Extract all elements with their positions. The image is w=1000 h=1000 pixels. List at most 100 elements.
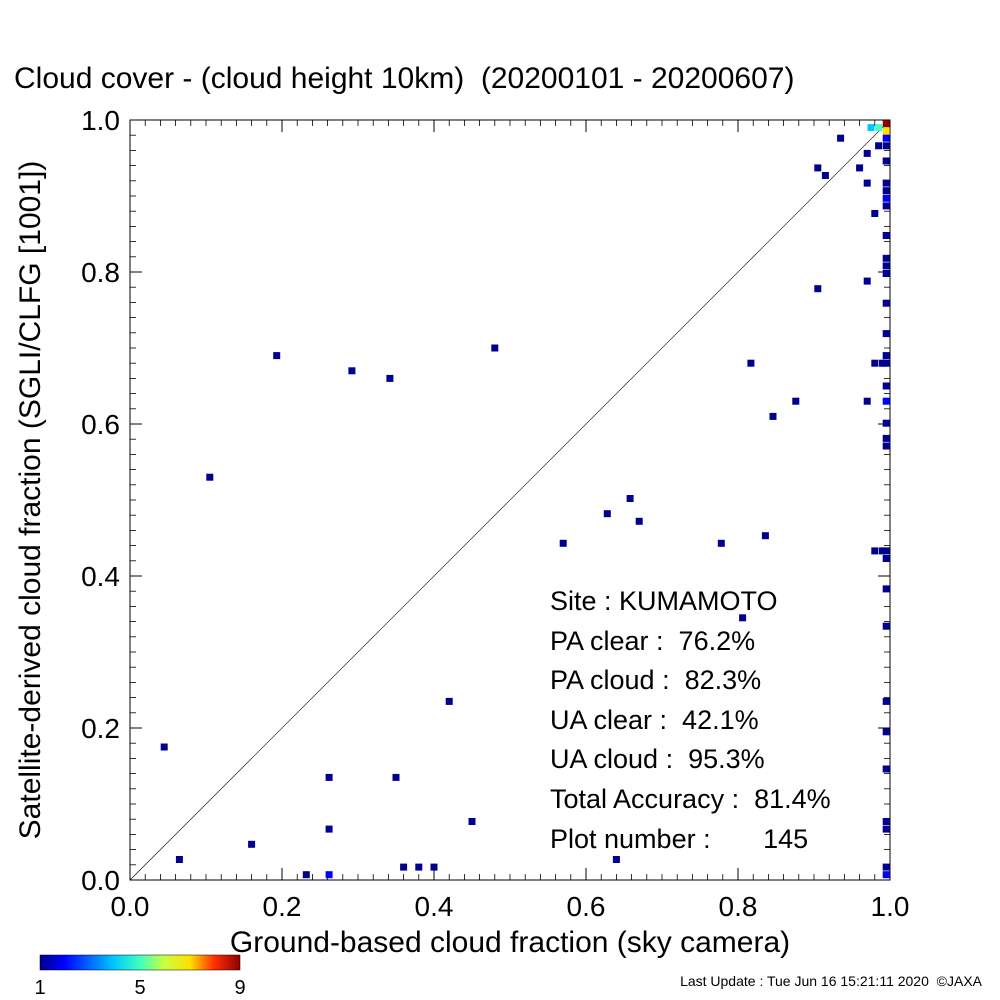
data-point — [863, 397, 871, 405]
data-point — [882, 262, 890, 270]
y-tick-label: 0.6 — [81, 409, 120, 440]
data-point — [160, 743, 168, 751]
data-point — [400, 863, 408, 871]
stats-ua-clear: UA clear : 42.1% — [550, 705, 759, 735]
data-point — [882, 179, 890, 187]
data-point — [430, 863, 438, 871]
data-point — [837, 134, 845, 142]
chart-title: Cloud cover - (cloud height 10km) (20200… — [14, 62, 794, 95]
data-point — [878, 359, 886, 367]
x-tick-label: 0.6 — [567, 891, 606, 922]
data-point — [856, 164, 864, 172]
x-tick-label: 0.2 — [263, 891, 302, 922]
data-point — [491, 344, 499, 352]
stats-total-accuracy: Total Accuracy : 81.4% — [550, 784, 831, 814]
data-point — [821, 172, 829, 179]
data-point — [348, 367, 356, 375]
data-point — [739, 614, 747, 622]
axis-ticks: 0.00.0 0.2 0.2 0.4 0.4 0.6 0.6 0.8 0.8 1.0 1.0 — [81, 105, 909, 922]
data-point — [559, 539, 567, 547]
data-point — [882, 120, 890, 128]
data-point — [878, 547, 886, 555]
data-point — [302, 871, 310, 879]
data-point — [882, 728, 890, 736]
y-tick-label: 0.8 — [81, 257, 120, 288]
data-point — [863, 277, 871, 285]
stats-site: Site : KUMAMOTO — [550, 586, 778, 616]
data-point — [867, 124, 875, 132]
data-point — [882, 187, 890, 195]
data-point — [612, 856, 620, 863]
stats-pa-cloud: PA cloud : 82.3% — [550, 665, 761, 695]
data-point — [882, 134, 890, 142]
stats-panel: Site : KUMAMOTO PA clear : 76.2% PA clou… — [550, 586, 831, 854]
data-point — [882, 142, 890, 150]
data-point — [635, 517, 643, 525]
color-bar-ticks: 1 5 9 — [34, 977, 245, 999]
data-point — [814, 164, 822, 172]
data-point — [882, 194, 890, 202]
data-point — [626, 495, 634, 502]
data-point — [882, 397, 890, 405]
data-point — [882, 359, 890, 367]
data-point — [792, 397, 800, 405]
x-tick-label: 0.0 — [111, 891, 150, 922]
data-point — [882, 382, 890, 390]
data-point — [206, 473, 214, 481]
x-tick-label: 0.4 — [415, 891, 454, 922]
data-point — [863, 149, 871, 157]
color-bar-tick-label: 9 — [234, 977, 245, 999]
data-point — [882, 419, 890, 427]
stats-pa-clear: PA clear : 76.2% — [550, 626, 755, 656]
y-tick-label: 1.0 — [81, 105, 120, 136]
data-point — [814, 285, 822, 293]
data-point — [882, 352, 890, 360]
color-bar-tick-label: 5 — [134, 977, 145, 999]
data-point — [882, 442, 890, 450]
data-point — [882, 863, 890, 871]
data-point — [882, 254, 890, 262]
data-point — [325, 825, 333, 833]
data-point — [882, 818, 890, 825]
data-point — [761, 532, 769, 540]
data-point — [882, 232, 890, 239]
x-tick-label: 1.0 — [871, 891, 910, 922]
data-point — [863, 179, 871, 187]
x-axis-label: Ground-based cloud fraction (sky camera) — [230, 926, 790, 959]
data-point — [882, 697, 890, 705]
data-point — [273, 352, 281, 360]
data-point — [717, 539, 725, 547]
data-point — [882, 825, 890, 833]
data-point — [882, 270, 890, 277]
data-point — [882, 127, 890, 135]
data-point — [882, 622, 890, 630]
data-point — [875, 124, 883, 132]
data-point — [747, 359, 755, 367]
data-point — [875, 142, 883, 150]
diagonal-reference-line — [129, 119, 891, 881]
data-point — [386, 374, 394, 382]
data-point — [325, 871, 333, 879]
data-point — [248, 840, 256, 848]
stats-ua-cloud: UA cloud : 95.3% — [550, 744, 765, 774]
data-point — [871, 359, 879, 367]
data-point — [882, 157, 890, 165]
data-point — [882, 871, 890, 879]
data-point — [882, 202, 890, 210]
data-point — [871, 210, 879, 217]
data-point — [882, 555, 890, 562]
y-tick-label: 0.2 — [81, 713, 120, 744]
y-tick-label: 0.4 — [81, 561, 120, 592]
data-point — [769, 412, 777, 420]
data-point — [882, 585, 890, 593]
data-point — [175, 856, 183, 863]
data-point — [882, 299, 890, 307]
data-point — [603, 510, 611, 518]
color-bar — [39, 954, 241, 971]
data-points — [160, 120, 890, 879]
y-tick-label: 0.0 — [81, 865, 120, 896]
x-tick-label: 0.8 — [719, 891, 758, 922]
color-bar-tick-label: 1 — [34, 977, 45, 999]
data-point — [882, 765, 890, 773]
